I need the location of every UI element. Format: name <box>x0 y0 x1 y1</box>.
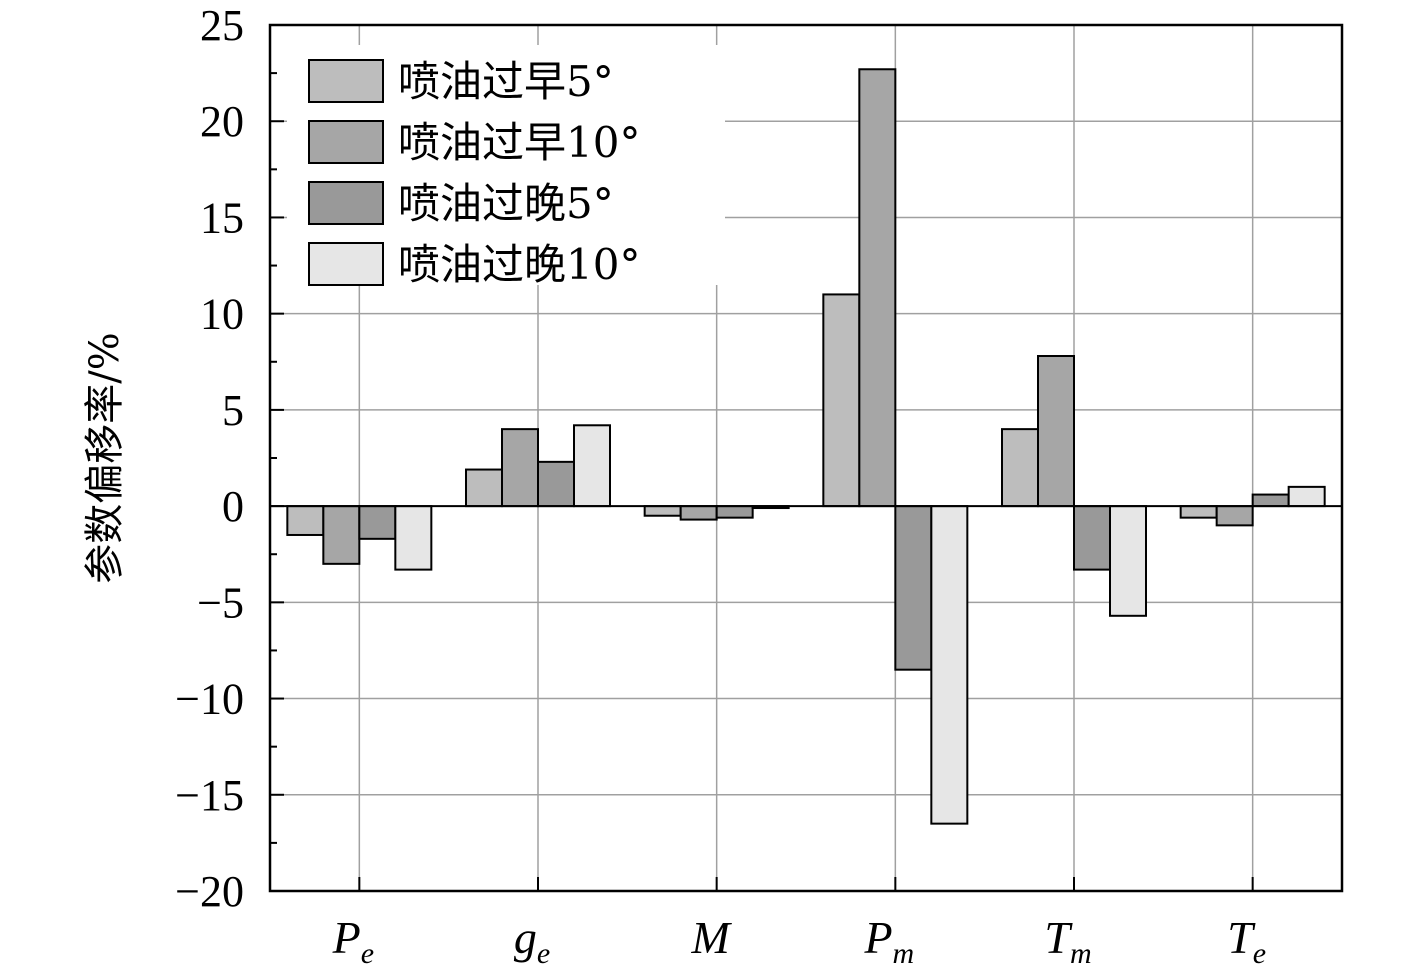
legend-swatch <box>308 120 384 164</box>
legend-swatch <box>308 181 384 225</box>
legend-swatch <box>308 242 384 286</box>
y-tick-label: 0 <box>222 482 244 531</box>
bar <box>286 505 325 536</box>
bar <box>1109 505 1147 617</box>
bar <box>1037 355 1075 508</box>
bar <box>679 505 718 521</box>
legend-label: 喷油过早5° <box>398 57 614 106</box>
bar <box>465 468 503 508</box>
y-tick-label: 20 <box>200 97 244 146</box>
bar <box>715 505 754 519</box>
y-tick-label: −15 <box>175 771 244 820</box>
y-tick-label: 15 <box>200 193 244 242</box>
bar <box>537 460 575 508</box>
x-tick-label: Pe <box>332 912 374 970</box>
y-tick-label: −10 <box>175 675 244 724</box>
legend-label: 喷油过晚5° <box>398 179 614 228</box>
y-tick-label: 10 <box>200 290 244 339</box>
bar <box>1251 493 1290 508</box>
bar <box>1179 505 1218 519</box>
bar <box>358 505 397 540</box>
bar <box>1001 428 1039 508</box>
y-tick-label: −20 <box>175 867 244 916</box>
bar <box>858 68 897 508</box>
y-tick-label: 25 <box>200 1 244 50</box>
legend: 喷油过早5° 喷油过早10° 喷油过晚5° 喷油过晚10° <box>287 45 725 289</box>
legend-swatch <box>308 59 384 103</box>
y-axis-label: 参数偏移率/% <box>82 332 128 583</box>
y-tick-label: −5 <box>197 578 244 627</box>
bars <box>286 68 1326 825</box>
axes: 25 20 15 10 5 0 −5 −10 −15 −20 Pe ge M Pm Tm Te <box>175 1 1344 970</box>
bar <box>930 505 969 825</box>
x-tick-label: M <box>691 912 733 963</box>
bar <box>322 505 361 565</box>
x-tick-label: Te <box>1227 912 1266 970</box>
legend-label: 喷油过早10° <box>398 118 640 167</box>
bar <box>394 505 433 571</box>
bar <box>643 505 682 517</box>
bar <box>1287 485 1326 508</box>
x-tick-label: Pm <box>863 912 914 970</box>
bar <box>1215 505 1254 527</box>
bar <box>894 505 933 671</box>
legend-label: 喷油过晚10° <box>398 240 640 289</box>
bar <box>501 428 539 508</box>
bar <box>822 293 861 508</box>
bar <box>1073 505 1111 571</box>
y-tick-label: 5 <box>222 386 244 435</box>
bar <box>573 424 611 508</box>
x-tick-label: Tm <box>1044 912 1091 970</box>
x-tick-label: ge <box>514 912 550 970</box>
